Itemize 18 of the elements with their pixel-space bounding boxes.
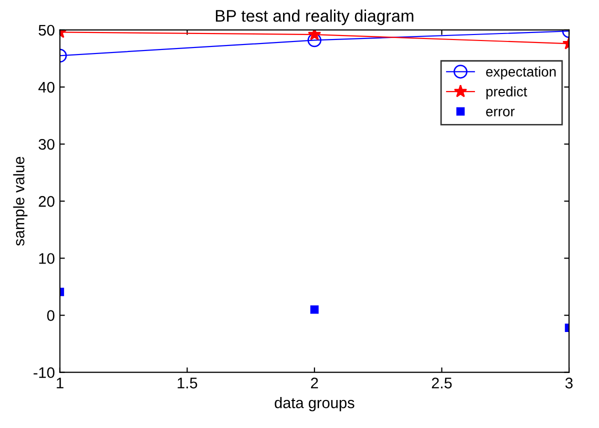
legend-label: error <box>486 108 515 116</box>
y-axis-title: sample value <box>13 156 28 246</box>
x-tick-label: 3 <box>565 378 573 388</box>
x-tick-label: 1.5 <box>178 378 198 388</box>
x-axis-title: data groups <box>274 397 354 412</box>
x-tick-label: 2.5 <box>432 378 452 388</box>
y-tick-label: 40 <box>38 82 54 93</box>
y-tick-label: 20 <box>38 196 54 207</box>
legend-label: predict <box>486 86 528 100</box>
legend-label: expectation <box>486 66 556 80</box>
y-tick-label: 0 <box>47 310 54 321</box>
x-tick-label: 2 <box>310 378 318 388</box>
chart-title: BP test and reality diagram <box>216 10 414 26</box>
y-tick-label: 30 <box>38 138 54 150</box>
y-tick-label: 10 <box>39 253 54 264</box>
y-tick-label: 50 <box>38 24 54 36</box>
x-tick-label: 1 <box>56 378 64 388</box>
y-tick-label: -10 <box>34 367 54 378</box>
